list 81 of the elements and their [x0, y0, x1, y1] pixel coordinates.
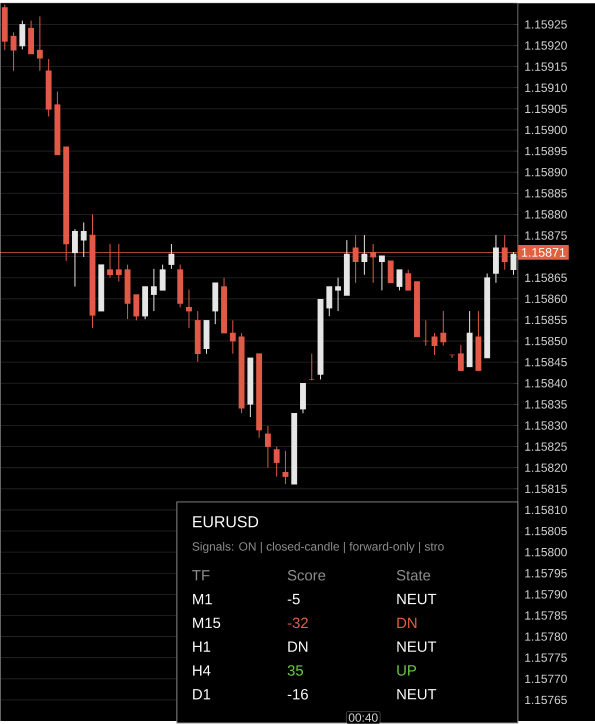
candlestick [19, 20, 26, 50]
text: EURUSD [193, 516, 258, 528]
candlestick [378, 255, 385, 291]
candlestick [458, 344, 464, 372]
candlestick [186, 289, 192, 328]
candlestick [230, 320, 236, 354]
annotation: 35 [288, 665, 303, 676]
candlestick [308, 353, 315, 381]
annotation: -16 [288, 688, 308, 700]
text: Signals: ON | closed-candle | forward-only | stro [192, 542, 444, 554]
y-tick-label: 1.15820 [525, 464, 567, 472]
y-tick-label: 1.15825 [525, 442, 567, 451]
candlestick [72, 228, 78, 288]
y-tick-label: 1.15865 [525, 274, 567, 282]
y-tick-label: 1.15915 [525, 62, 567, 71]
candlestick [440, 310, 446, 346]
candlestick [361, 234, 368, 276]
candlestick [36, 16, 43, 72]
y-tick-label: 1.15860 [525, 294, 567, 304]
annotation: DN [397, 618, 416, 628]
candlestick [10, 32, 16, 72]
candlestick [150, 268, 157, 312]
y-tick-label: 1.15835 [525, 400, 567, 409]
annotation: State [396, 570, 430, 581]
y-tick-label: 1.15855 [525, 316, 567, 324]
y-tick-label: 1.15905 [525, 104, 567, 114]
candlestick [326, 286, 332, 317]
y-tick-label: 1.15800 [525, 548, 567, 556]
candlestick [160, 264, 166, 291]
candlestick [264, 425, 271, 468]
candlestick [432, 332, 438, 356]
candlestick [80, 222, 87, 258]
y-tick-label: 1.15925 [525, 20, 567, 29]
y-tick-label: 1.15780 [525, 632, 567, 641]
y-tick-label: 1.15795 [525, 569, 567, 578]
annotation: -5 [288, 594, 300, 604]
y-tick-label: 1.15880 [525, 210, 567, 219]
annotation: NEUT [397, 641, 436, 652]
annotation: D1 [193, 689, 210, 700]
candlestick [335, 277, 341, 312]
annotation: M15 [193, 618, 220, 628]
candlestick [168, 243, 174, 270]
annotation: Score [288, 570, 326, 581]
candlestick [510, 251, 516, 276]
annotation: NEUT [397, 594, 436, 604]
y-tick-label: 1.15875 [525, 231, 567, 240]
y-tick-label: 1.15810 [525, 506, 567, 514]
annotation: 00:40 [348, 713, 378, 722]
annotation: H1 [193, 642, 210, 652]
y-tick-label: 1.15830 [525, 421, 567, 430]
ref-line-label: 1.15871 [522, 248, 566, 257]
candlestick [388, 260, 394, 284]
annotation: DN [288, 642, 308, 652]
annotation: NEUT [397, 689, 436, 700]
y-tick-label: 1.15805 [525, 526, 567, 536]
y-tick-label: 1.15920 [525, 41, 567, 50]
candlestick [282, 450, 288, 485]
y-tick-label: 1.15770 [525, 674, 567, 684]
y-tick-label: 1.15845 [525, 358, 567, 366]
y-tick-label: 1.15900 [525, 126, 567, 134]
candlestick [422, 320, 429, 346]
candlestick [405, 269, 412, 291]
y-tick-label: 1.15775 [525, 654, 567, 662]
y-tick-label: 1.15885 [525, 189, 567, 198]
annotation: M1 [193, 594, 212, 604]
annotation: TF [192, 570, 210, 580]
y-tick-label: 1.15785 [525, 611, 567, 620]
y-tick-label: 1.15815 [525, 484, 567, 494]
y-tick-label: 1.15910 [525, 84, 567, 92]
annotation: H4 [193, 665, 210, 676]
annotation: -32 [288, 618, 308, 628]
y-tick-label: 1.15765 [525, 696, 567, 704]
candlestick [274, 446, 280, 478]
y-tick-label: 1.15850 [525, 336, 567, 346]
candlestick [396, 269, 402, 291]
candlestick [133, 294, 140, 321]
annotation: UP [397, 665, 416, 676]
y-tick-label: 1.15895 [525, 146, 567, 156]
y-tick-label: 1.15840 [525, 379, 567, 388]
y-tick-label: 1.15890 [525, 168, 567, 176]
y-tick-label: 1.15790 [525, 590, 567, 599]
